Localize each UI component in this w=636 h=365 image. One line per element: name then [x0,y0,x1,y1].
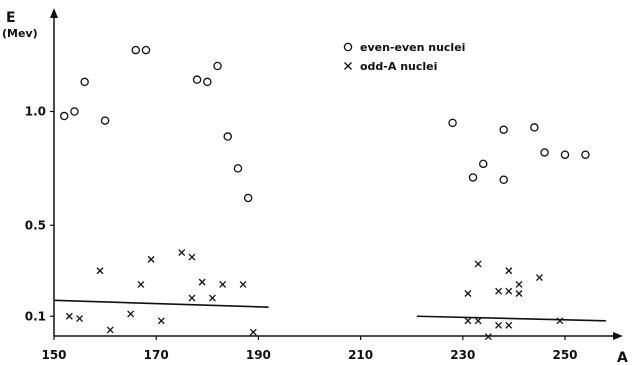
odd-a-point [239,280,247,288]
y-axis-title: E [6,10,16,26]
even-even-point [59,111,69,121]
odd-a-point [556,317,564,325]
odd-a-point [65,312,73,320]
data-points [59,45,590,341]
even-even-point [581,150,590,159]
trend-line [416,315,606,322]
x-tick-label: 190 [246,348,271,362]
y-tick-label: 0.5 [25,218,46,232]
odd-a-point [535,274,543,282]
y-tick-label: 1.0 [25,105,46,119]
odd-a-point [76,315,84,322]
odd-a-point [495,321,503,329]
even-even-point [530,123,539,132]
even-even-point [560,150,570,159]
even-even-point [540,148,549,157]
even-even-point [499,175,508,184]
odd-a-point [96,267,104,275]
x-tick-label: 250 [552,348,577,362]
legend: even-even nuclei odd-A nuclei [343,41,465,73]
trend-lines [53,299,606,322]
odd-a-point [474,317,482,325]
tick-labels: 150 170 190 210 230 250 0.1 0.5 1.0 [25,105,578,363]
even-even-point [203,77,212,87]
axes [50,8,623,340]
legend-label-odd-a: odd-A nuclei [360,60,437,73]
odd-a-point [495,287,503,295]
even-even-point [100,116,110,125]
odd-a-point [137,280,145,288]
odd-a-point [188,294,196,302]
odd-a-point [515,280,523,288]
even-even-point [141,45,151,55]
even-even-point [233,164,243,173]
y-tick-label: 0.1 [25,309,46,323]
trend-line [53,299,269,308]
even-even-point [478,159,488,169]
y-axis-arrow [50,8,58,18]
odd-a-point [219,280,227,288]
odd-a-point [106,326,114,334]
even-even-point [448,118,457,128]
odd-a-point [505,287,513,295]
odd-a-point [188,253,196,261]
odd-a-point [208,294,216,302]
even-even-point [192,75,202,84]
odd-a-point [505,267,513,275]
x-axis-arrow [613,332,623,340]
odd-a-point [464,317,472,325]
even-even-point [243,193,253,203]
x-axis-title: A [617,350,628,365]
odd-a-point [515,290,523,297]
even-even-point [131,45,141,55]
odd-a-point [484,333,492,341]
odd-a-point [157,317,165,325]
legend-x-marker [344,62,352,70]
odd-a-point [178,249,186,257]
x-tick-label: 150 [41,348,66,362]
y-axis-unit: (Mev) [2,27,38,40]
even-even-point [223,132,232,141]
odd-a-point [505,321,513,329]
even-even-point [70,107,79,116]
x-tick-label: 230 [450,348,475,362]
odd-a-point [474,260,482,268]
odd-a-point [127,310,135,318]
odd-a-point [249,328,257,336]
x-tick-label: 170 [144,348,169,362]
x-tick-label: 210 [348,348,373,362]
even-even-point [499,125,508,134]
even-even-point [213,61,222,71]
odd-a-point [198,278,206,286]
even-even-point [80,77,89,87]
odd-a-point [464,290,472,297]
legend-circle-marker [343,42,353,52]
odd-a-point [147,255,155,263]
even-even-point [468,173,478,182]
legend-label-even-even: even-even nuclei [360,41,465,54]
